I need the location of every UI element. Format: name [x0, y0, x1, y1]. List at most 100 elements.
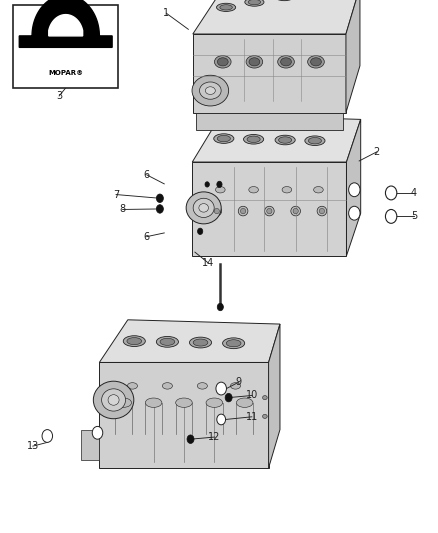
Text: 13: 13 [27, 441, 39, 451]
Ellipse shape [308, 138, 321, 144]
Ellipse shape [217, 135, 230, 142]
Ellipse shape [115, 398, 131, 407]
Polygon shape [346, 119, 360, 256]
Ellipse shape [279, 137, 292, 143]
Circle shape [225, 393, 232, 402]
Ellipse shape [319, 208, 325, 214]
Polygon shape [19, 0, 112, 47]
Text: 5: 5 [411, 212, 417, 221]
Circle shape [205, 182, 209, 187]
Ellipse shape [127, 383, 138, 389]
Polygon shape [346, 0, 360, 112]
Ellipse shape [263, 395, 267, 400]
Ellipse shape [215, 55, 231, 68]
Ellipse shape [249, 58, 260, 66]
Ellipse shape [275, 135, 295, 145]
Ellipse shape [193, 339, 208, 346]
Ellipse shape [160, 338, 175, 345]
Ellipse shape [237, 398, 253, 407]
Circle shape [42, 430, 53, 442]
Ellipse shape [186, 192, 221, 224]
Ellipse shape [230, 383, 240, 389]
Ellipse shape [199, 82, 221, 99]
Circle shape [156, 205, 163, 213]
Text: 8: 8 [120, 205, 126, 214]
Ellipse shape [127, 337, 141, 345]
Ellipse shape [263, 414, 267, 418]
Polygon shape [196, 112, 343, 130]
Ellipse shape [214, 208, 219, 214]
Text: 9: 9 [236, 377, 242, 387]
Ellipse shape [267, 208, 272, 214]
FancyBboxPatch shape [13, 5, 118, 88]
Ellipse shape [145, 398, 162, 407]
Text: 2: 2 [374, 147, 380, 157]
Ellipse shape [307, 55, 324, 68]
Ellipse shape [238, 206, 248, 216]
Text: 6: 6 [144, 170, 150, 180]
Ellipse shape [212, 206, 222, 216]
Ellipse shape [223, 338, 245, 349]
Ellipse shape [245, 0, 264, 6]
Text: 11: 11 [246, 412, 258, 422]
Circle shape [156, 194, 163, 203]
Ellipse shape [193, 198, 214, 217]
Ellipse shape [314, 187, 323, 193]
Ellipse shape [278, 55, 294, 68]
Ellipse shape [199, 204, 208, 212]
Polygon shape [193, 0, 360, 34]
Ellipse shape [216, 3, 236, 11]
Ellipse shape [249, 187, 258, 193]
Circle shape [349, 206, 360, 220]
Circle shape [217, 414, 226, 425]
Polygon shape [193, 34, 346, 112]
Circle shape [217, 181, 222, 188]
Ellipse shape [247, 136, 260, 142]
Polygon shape [192, 115, 360, 162]
Circle shape [349, 183, 360, 197]
Ellipse shape [265, 206, 274, 216]
Ellipse shape [205, 87, 215, 94]
Ellipse shape [275, 0, 294, 1]
Text: 14: 14 [202, 258, 214, 268]
Circle shape [217, 303, 223, 311]
Circle shape [385, 186, 397, 200]
Ellipse shape [311, 58, 321, 66]
Ellipse shape [305, 136, 325, 146]
Ellipse shape [291, 206, 300, 216]
Ellipse shape [162, 383, 173, 389]
Circle shape [216, 382, 226, 395]
Ellipse shape [293, 208, 298, 214]
Ellipse shape [220, 5, 232, 10]
Text: 12: 12 [208, 432, 221, 442]
Ellipse shape [244, 134, 264, 144]
Ellipse shape [215, 187, 225, 193]
Text: 6: 6 [144, 232, 150, 241]
Ellipse shape [102, 389, 126, 411]
Circle shape [92, 426, 103, 439]
Polygon shape [192, 162, 346, 256]
Ellipse shape [246, 55, 263, 68]
Ellipse shape [190, 337, 212, 348]
Ellipse shape [197, 383, 208, 389]
Circle shape [187, 435, 194, 443]
Ellipse shape [192, 75, 229, 106]
Text: 1: 1 [163, 9, 170, 18]
Text: 7: 7 [113, 190, 119, 199]
Ellipse shape [240, 208, 246, 214]
Ellipse shape [93, 381, 134, 419]
Text: MOPAR®: MOPAR® [48, 70, 83, 76]
Text: 3: 3 [56, 91, 62, 101]
Text: 10: 10 [246, 391, 258, 400]
Ellipse shape [317, 206, 327, 216]
Polygon shape [99, 320, 280, 362]
Ellipse shape [282, 187, 292, 193]
Ellipse shape [156, 336, 178, 347]
Polygon shape [268, 324, 280, 468]
Polygon shape [49, 14, 83, 36]
Ellipse shape [214, 134, 234, 143]
Ellipse shape [206, 398, 223, 407]
Circle shape [198, 228, 203, 235]
Text: 4: 4 [411, 188, 417, 198]
Ellipse shape [281, 58, 291, 66]
